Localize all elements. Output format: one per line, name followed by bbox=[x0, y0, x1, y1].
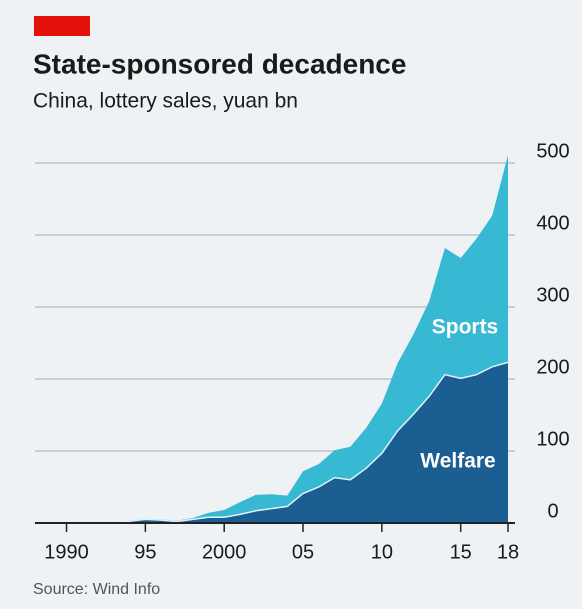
y-tick-label: 200 bbox=[536, 356, 569, 378]
x-tick-label: 1990 bbox=[44, 541, 89, 563]
x-tick-label: 95 bbox=[134, 541, 156, 563]
area-1 bbox=[35, 155, 508, 523]
x-tick-label: 18 bbox=[497, 541, 519, 563]
y-tick-label: 300 bbox=[536, 284, 569, 306]
area-0 bbox=[35, 362, 508, 523]
x-tick-label: 05 bbox=[292, 541, 314, 563]
y-tick-label: 400 bbox=[536, 212, 569, 234]
series-label: Sports bbox=[432, 316, 499, 339]
x-tick-label: 2000 bbox=[202, 541, 247, 563]
source: Source: Wind Info bbox=[33, 581, 160, 598]
x-tick-label: 10 bbox=[371, 541, 393, 563]
brand-bar bbox=[34, 16, 90, 36]
chart-title: State-sponsored decadence bbox=[33, 48, 406, 79]
x-tick-label: 15 bbox=[450, 541, 472, 563]
series-label: Welfare bbox=[420, 450, 495, 473]
y-tick-label: 100 bbox=[536, 428, 569, 450]
y-tick-label: 500 bbox=[536, 140, 569, 162]
chart-subtitle: China, lottery sales, yuan bn bbox=[33, 90, 298, 113]
y-tick-label: 0 bbox=[547, 500, 558, 522]
separator-line bbox=[34, 361, 509, 524]
